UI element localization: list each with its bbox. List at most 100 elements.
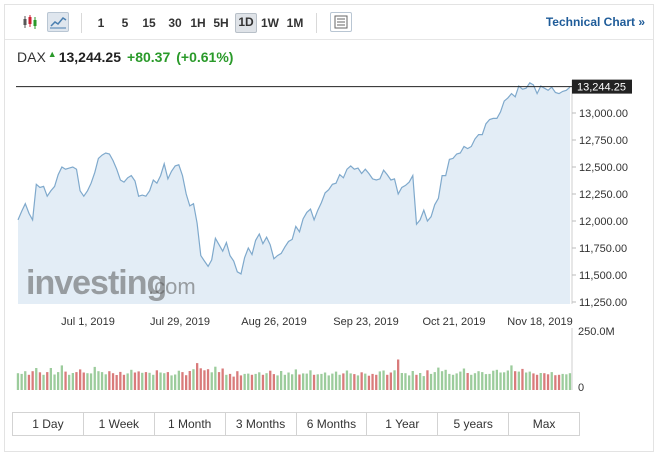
volume-bar [188,371,191,390]
timeframe-5[interactable]: 5 [121,16,129,30]
volume-bar [404,373,407,390]
volume-bar [433,372,436,390]
last-price-label-bg [572,79,632,94]
price-change: +80.37 [127,49,171,65]
volume-bar [382,370,385,390]
volume-bar [261,374,265,390]
volume-bar [484,374,488,390]
range-1-day[interactable]: 1 Day [13,413,84,435]
timeframe-1d[interactable]: 1D [235,13,257,33]
volume-bar [419,373,422,390]
volume-bar [488,373,491,390]
volume-bar [451,374,455,390]
chart-settings-icon[interactable] [330,12,352,32]
range-5-years[interactable]: 5 years [438,413,510,435]
volume-bar [115,375,118,390]
range-1-month[interactable]: 1 Month [155,413,226,435]
volume-bar [466,373,469,390]
volume-bar [53,374,56,390]
volume-bar [356,375,360,390]
volume-bar [122,374,126,390]
volume-bar [437,367,440,390]
y-tick-label: 12,500.00 [579,162,628,174]
volume-bar [554,375,557,390]
volume-bar [422,376,425,390]
technical-chart-link[interactable]: Technical Chart » [545,15,645,29]
volume-bar [429,373,433,390]
volume-bar [448,373,451,390]
volume-bar [79,369,82,390]
range-1-week[interactable]: 1 Week [84,413,155,435]
volume-bar [269,370,272,390]
volume-bar [568,373,572,390]
y-tick-label: 11,250.00 [579,297,627,309]
volume-bar [199,368,202,390]
volume-bar [155,370,158,390]
volume-bar [535,374,539,390]
volume-bar [349,373,352,390]
volume-bar [378,371,381,390]
volume-bar [16,373,20,390]
range-3-months[interactable]: 3 Months [226,413,297,435]
symbol-name: DAX [17,49,46,65]
timeframe-1h[interactable]: 1H [190,16,206,30]
volume-bar [316,374,319,390]
timeframe-1w[interactable]: 1W [261,16,279,30]
area-chart-icon[interactable] [47,12,69,32]
volume-bar [411,371,414,390]
volume-bar [38,372,42,390]
timeframe-1m[interactable]: 1M [286,16,304,30]
volume-bar [338,374,341,390]
volume-bar [514,371,517,390]
volume-bar [415,374,418,390]
volume-bar [327,375,330,390]
price-change-percent: (+0.61%) [176,49,234,65]
candlestick-icon[interactable] [19,12,41,32]
volume-bar [159,372,162,390]
volume-bar [192,369,195,390]
price-chart: 13,244.25 investing .com 13,000.00 12,750… [16,79,632,394]
volume-bar [389,372,392,390]
volume-axis: 250.0M 0 [571,326,615,394]
y-axis: 13,000.00 12,750.00 12,500.00 12,250.00 12,0… [572,108,628,309]
volume-bar [440,371,444,390]
y-tick-label: 12,000.00 [579,216,628,228]
volume-bar [239,375,243,390]
volume-bar [320,373,323,390]
volume-bar [408,375,411,390]
volume-bar [462,368,466,390]
volume-bar [232,376,235,390]
volume-bar [221,368,224,390]
volume-bar [24,371,27,390]
volume-bar [177,370,180,390]
timeframe-30[interactable]: 30 [168,16,182,30]
volume-bar [119,371,122,390]
volume-bar [203,370,206,390]
x-axis: Jul 1, 2019 Jul 29, 2019 Aug 26, 2019 Sep 2… [61,316,573,328]
volume-bar [86,373,89,390]
y-tick-label: 12,250.00 [579,189,628,201]
volume-bar [68,374,71,390]
range-1-year[interactable]: 1 Year [367,413,439,435]
last-price: 13,244.25 [58,49,122,65]
timeframe-1[interactable]: 1 [97,16,105,30]
volume-bar [250,374,254,390]
range-max[interactable]: Max [532,417,556,431]
volume-bar [459,371,462,390]
volume-bar [152,374,155,390]
timeframe-5h[interactable]: 5H [213,16,229,30]
volume-bar [323,372,327,390]
watermark-tld: .com [148,274,196,299]
range-6-months[interactable]: 6 Months [297,413,368,435]
volume-bar [280,371,283,390]
volume-bar [342,373,345,390]
volume-bar [57,372,60,390]
timeframe-15[interactable]: 15 [142,16,156,30]
volume-bar [130,369,133,390]
volume-bar [247,373,250,390]
volume-bar [550,372,553,390]
range-selector: 1 Day 1 Week 1 Month 3 Months 6 Months 1… [12,412,580,436]
volume-bar [174,374,177,390]
volume-bar [217,372,221,390]
volume-bar [470,374,473,390]
